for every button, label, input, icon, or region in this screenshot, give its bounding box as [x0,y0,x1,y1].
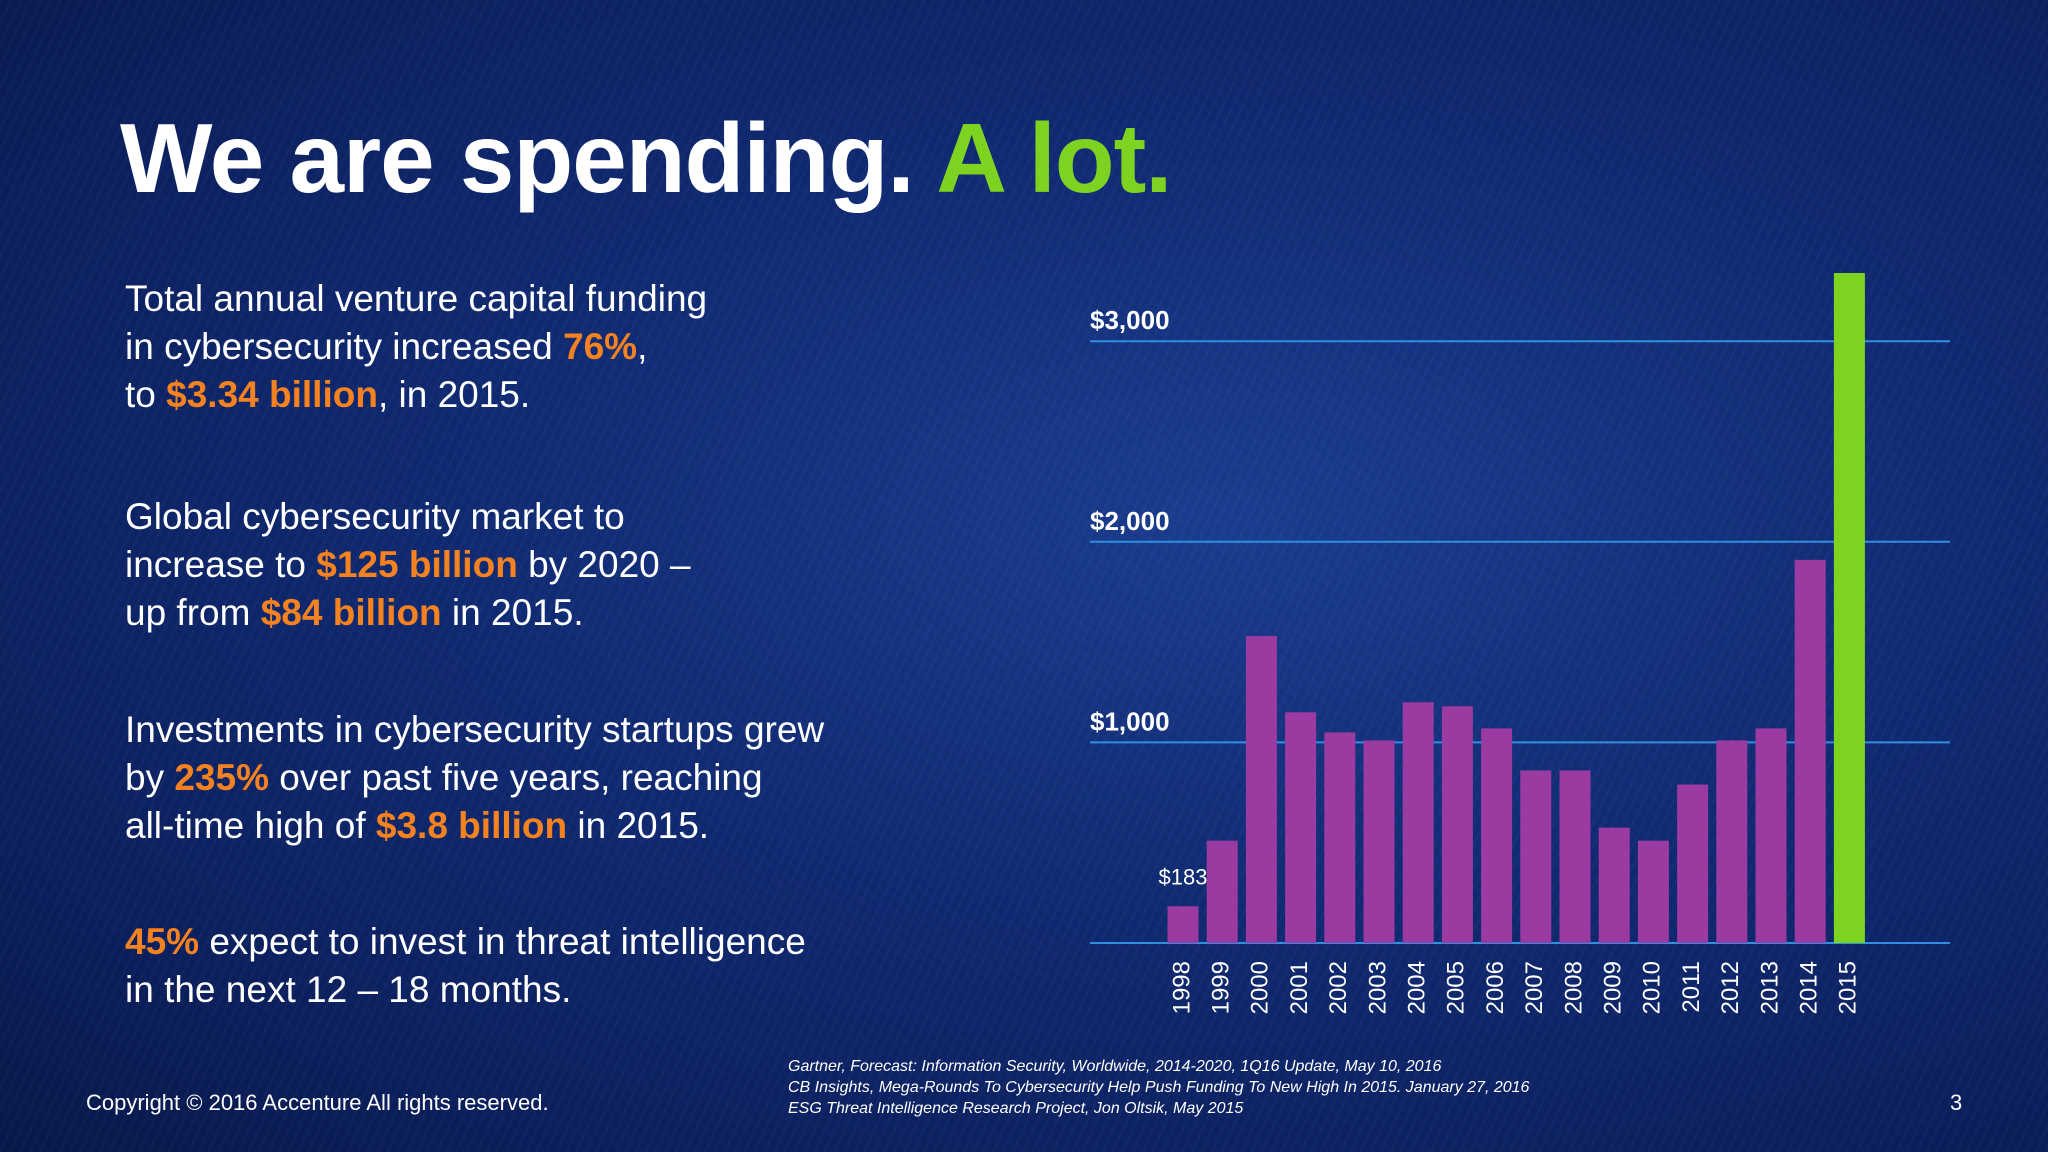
bar-2005 [1441,706,1473,943]
stat-line: all-time high of $3.8 billion in 2015. [125,802,824,850]
x-tick-label: 2006 [1482,961,1509,1014]
stat-line: increase to $125 billion by 2020 – [125,541,691,589]
stat-text: increase to [125,544,317,585]
x-tick-label: 2010 [1639,961,1666,1014]
slide-title: We are spending. A lot. [120,103,1173,213]
bar-2007 [1520,770,1552,943]
x-tick-label: 2002 [1325,961,1352,1014]
x-tick-label: 2003 [1364,961,1391,1014]
bar-2009 [1598,827,1630,943]
bar-2002 [1324,732,1356,943]
stat-line: Total annual venture capital funding [125,275,707,323]
bar-2012 [1716,740,1748,943]
stat-text: Global cybersecurity market to [125,496,625,537]
title-main: We are spending. [120,103,915,213]
stat-text: in the next 12 – 18 months. [125,969,572,1010]
page-number: 3 [1950,1090,1963,1115]
bar-2008 [1559,770,1591,943]
stat-text: Total annual venture capital funding [125,278,708,319]
bar-2006 [1481,728,1513,943]
x-tick-label: 2012 [1717,961,1744,1014]
stat-text: in 2015. [441,592,584,633]
stat-line: in cybersecurity increased 76%, [125,323,707,371]
stat-line: Global cybersecurity market to [125,493,691,541]
copyright-notice: Copyright © 2016 Accenture All rights re… [86,1090,549,1115]
x-tick-label: 2007 [1521,961,1548,1014]
x-tick-label: 1998 [1168,961,1195,1014]
bar-1999 [1206,840,1238,943]
highlight-figure: $125 billion [316,544,518,585]
stat-text: Investments in cybersecurity startups gr… [125,709,825,750]
stat-text: up from [125,592,261,633]
source-citation: ESG Threat Intelligence Research Project… [788,1100,1244,1117]
stat-paragraph: Investments in cybersecurity startups gr… [125,706,824,850]
bar-2010 [1637,840,1669,943]
bar-2014 [1794,559,1826,943]
highlight-figure: 45% [125,921,200,962]
x-tick-label: 2011 [1678,961,1705,1013]
bar-2000 [1245,636,1277,943]
stat-text: in cybersecurity increased [125,326,564,367]
x-tick-label: 2014 [1796,961,1823,1014]
highlight-figure: $3.34 billion [166,374,378,415]
stat-text: , in 2015. [377,374,531,415]
stat-line: up from $84 billion in 2015. [125,589,691,637]
x-tick-label: 2013 [1756,961,1783,1014]
stat-line: by 235% over past five years, reaching [125,754,824,802]
highlight-figure: $84 billion [260,592,442,633]
bar-2004 [1402,702,1434,943]
data-label: $183 [1159,864,1208,889]
bar-2011 [1677,784,1709,943]
stat-paragraph: Global cybersecurity market to increase t… [125,493,691,637]
bar-2001 [1285,712,1317,943]
x-tick-label: 2008 [1560,961,1587,1014]
stat-line: to $3.34 billion, in 2015. [125,371,707,419]
bar-1998 [1167,906,1199,943]
source-citation: CB Insights, Mega-Rounds To Cybersecurit… [788,1079,1530,1096]
stat-line: Investments in cybersecurity startups gr… [125,706,824,754]
stat-paragraph: 45% expect to invest in threat intellige… [125,918,806,1014]
x-tick-label: 1999 [1208,961,1235,1014]
source-citations: Gartner, Forecast: Information Security,… [788,1056,1529,1119]
stat-text: all-time high of [125,805,376,846]
highlight-figure: $3.8 billion [375,805,568,846]
source-citation: Gartner, Forecast: Information Security,… [788,1058,1442,1075]
stat-text: over past five years, reaching [269,757,763,798]
stat-line: 45% expect to invest in threat intellige… [125,918,806,966]
y-tick-label: $1,000 [1090,706,1170,736]
highlight-figure: 235% [174,757,269,798]
stat-text: by 2020 – [517,544,691,585]
y-tick-label: $2,000 [1090,506,1170,536]
x-tick-label: 2000 [1247,961,1274,1014]
bar-2013 [1755,728,1787,943]
bar-2015 [1833,273,1865,943]
stat-line: in the next 12 – 18 months. [125,966,806,1014]
bar-2003 [1363,740,1395,943]
stat-text: to [125,374,167,415]
stat-text: , [637,326,648,367]
stat-paragraph: Total annual venture capital funding in c… [125,275,707,419]
x-tick-label: 2009 [1600,961,1627,1014]
y-tick-label: $3,000 [1090,305,1170,335]
highlight-figure: 76% [563,326,638,367]
stat-text: expect to invest in threat intelligence [199,921,806,962]
title-accent: A lot. [936,103,1172,213]
stat-text: in 2015. [567,805,710,846]
x-tick-label: 2004 [1404,961,1431,1014]
x-tick-label: 2015 [1835,961,1862,1014]
stat-text: by [125,757,175,798]
x-tick-label: 2001 [1286,961,1313,1014]
x-tick-label: 2005 [1443,961,1470,1014]
